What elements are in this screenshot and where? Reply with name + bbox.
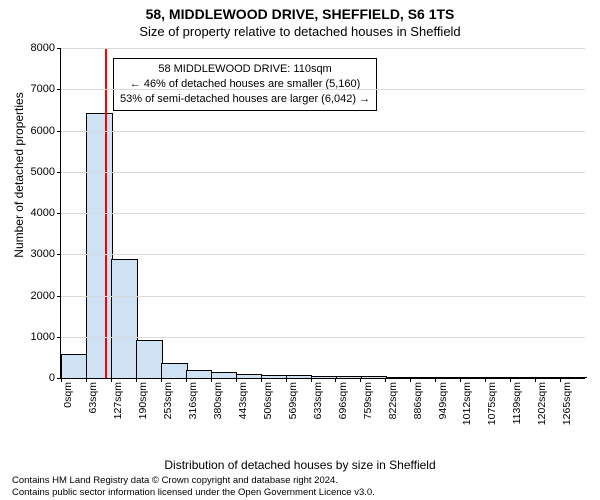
y-axis-label: Number of detached properties <box>12 25 26 325</box>
histogram-bar <box>336 376 362 378</box>
histogram-bar <box>286 375 312 378</box>
info-box: 58 MIDDLEWOOD DRIVE: 110sqm ← 46% of det… <box>113 58 377 111</box>
histogram-bar <box>411 377 437 378</box>
gridline <box>61 131 585 132</box>
y-tick-label: 1000 <box>31 331 55 343</box>
histogram-bar <box>361 376 387 378</box>
histogram-bar <box>460 377 486 378</box>
info-line-1: 58 MIDDLEWOOD DRIVE: 110sqm <box>120 62 370 77</box>
gridline <box>61 254 585 255</box>
x-tick-label: 316sqm <box>187 382 199 419</box>
histogram-bar <box>510 377 536 378</box>
histogram-bar <box>261 375 287 378</box>
gridline <box>61 172 585 173</box>
histogram-bar <box>386 377 412 378</box>
gridline <box>61 89 585 90</box>
footer-attribution: Contains HM Land Registry data © Crown c… <box>12 475 375 498</box>
gridline <box>61 213 585 214</box>
y-tick-label: 7000 <box>31 83 55 95</box>
x-tick-label: 569sqm <box>287 382 299 419</box>
histogram-bar <box>311 376 337 378</box>
histogram-bar <box>535 377 561 378</box>
histogram-bar <box>560 377 586 378</box>
x-tick-label: 696sqm <box>337 382 349 419</box>
x-tick-label: 506sqm <box>262 382 274 419</box>
histogram-bar <box>136 340 162 378</box>
x-tick-label: 1075sqm <box>486 382 498 425</box>
histogram-bar <box>211 372 237 378</box>
plot-area: 58 MIDDLEWOOD DRIVE: 110sqm ← 46% of det… <box>60 48 585 379</box>
chart-container: 58, MIDDLEWOOD DRIVE, SHEFFIELD, S6 1TS … <box>0 0 600 500</box>
y-tick-label: 6000 <box>31 125 55 137</box>
histogram-bar <box>161 363 187 378</box>
y-tick-label: 3000 <box>31 248 55 260</box>
x-tick-label: 253sqm <box>162 382 174 419</box>
x-tick-label: 759sqm <box>362 382 374 419</box>
y-tick-label: 2000 <box>31 290 55 302</box>
x-tick-label: 1265sqm <box>561 382 573 425</box>
x-tick-label: 949sqm <box>437 382 449 419</box>
footer-line-2: Contains public sector information licen… <box>12 487 375 498</box>
y-tick-mark <box>57 213 61 214</box>
y-tick-mark <box>57 296 61 297</box>
x-tick-label: 190sqm <box>137 382 149 419</box>
x-tick-label: 380sqm <box>212 382 224 419</box>
chart-subtitle: Size of property relative to detached ho… <box>0 24 600 39</box>
histogram-bar <box>111 259 137 378</box>
histogram-bar <box>186 370 212 378</box>
x-tick-label: 443sqm <box>237 382 249 419</box>
x-tick-label: 822sqm <box>387 382 399 419</box>
info-line-3: 53% of semi-detached houses are larger (… <box>120 92 370 107</box>
gridline <box>61 48 585 49</box>
x-axis-label: Distribution of detached houses by size … <box>0 458 600 472</box>
histogram-bar <box>236 374 262 378</box>
y-tick-label: 8000 <box>31 42 55 54</box>
gridline <box>61 337 585 338</box>
histogram-bar <box>86 113 112 378</box>
x-tick-label: 1139sqm <box>511 382 523 424</box>
y-tick-mark <box>57 337 61 338</box>
histogram-bar <box>485 377 511 378</box>
y-tick-mark <box>57 254 61 255</box>
x-tick-label: 127sqm <box>112 382 124 419</box>
y-tick-mark <box>57 172 61 173</box>
x-tick-label: 1012sqm <box>461 382 473 425</box>
x-tick-label: 1202sqm <box>536 382 548 425</box>
y-tick-mark <box>57 48 61 49</box>
footer-line-1: Contains HM Land Registry data © Crown c… <box>12 475 375 486</box>
y-tick-label: 0 <box>49 372 55 384</box>
histogram-bar <box>436 377 462 378</box>
y-tick-label: 4000 <box>31 207 55 219</box>
x-tick-label: 633sqm <box>312 382 324 419</box>
histogram-bar <box>61 354 87 378</box>
x-tick-label: 886sqm <box>412 382 424 419</box>
x-tick-label: 63sqm <box>87 382 99 414</box>
chart-title: 58, MIDDLEWOOD DRIVE, SHEFFIELD, S6 1TS <box>0 6 600 22</box>
x-tick-label: 0sqm <box>62 382 74 408</box>
y-tick-label: 5000 <box>31 166 55 178</box>
y-tick-mark <box>57 131 61 132</box>
gridline <box>61 296 585 297</box>
y-tick-mark <box>57 89 61 90</box>
